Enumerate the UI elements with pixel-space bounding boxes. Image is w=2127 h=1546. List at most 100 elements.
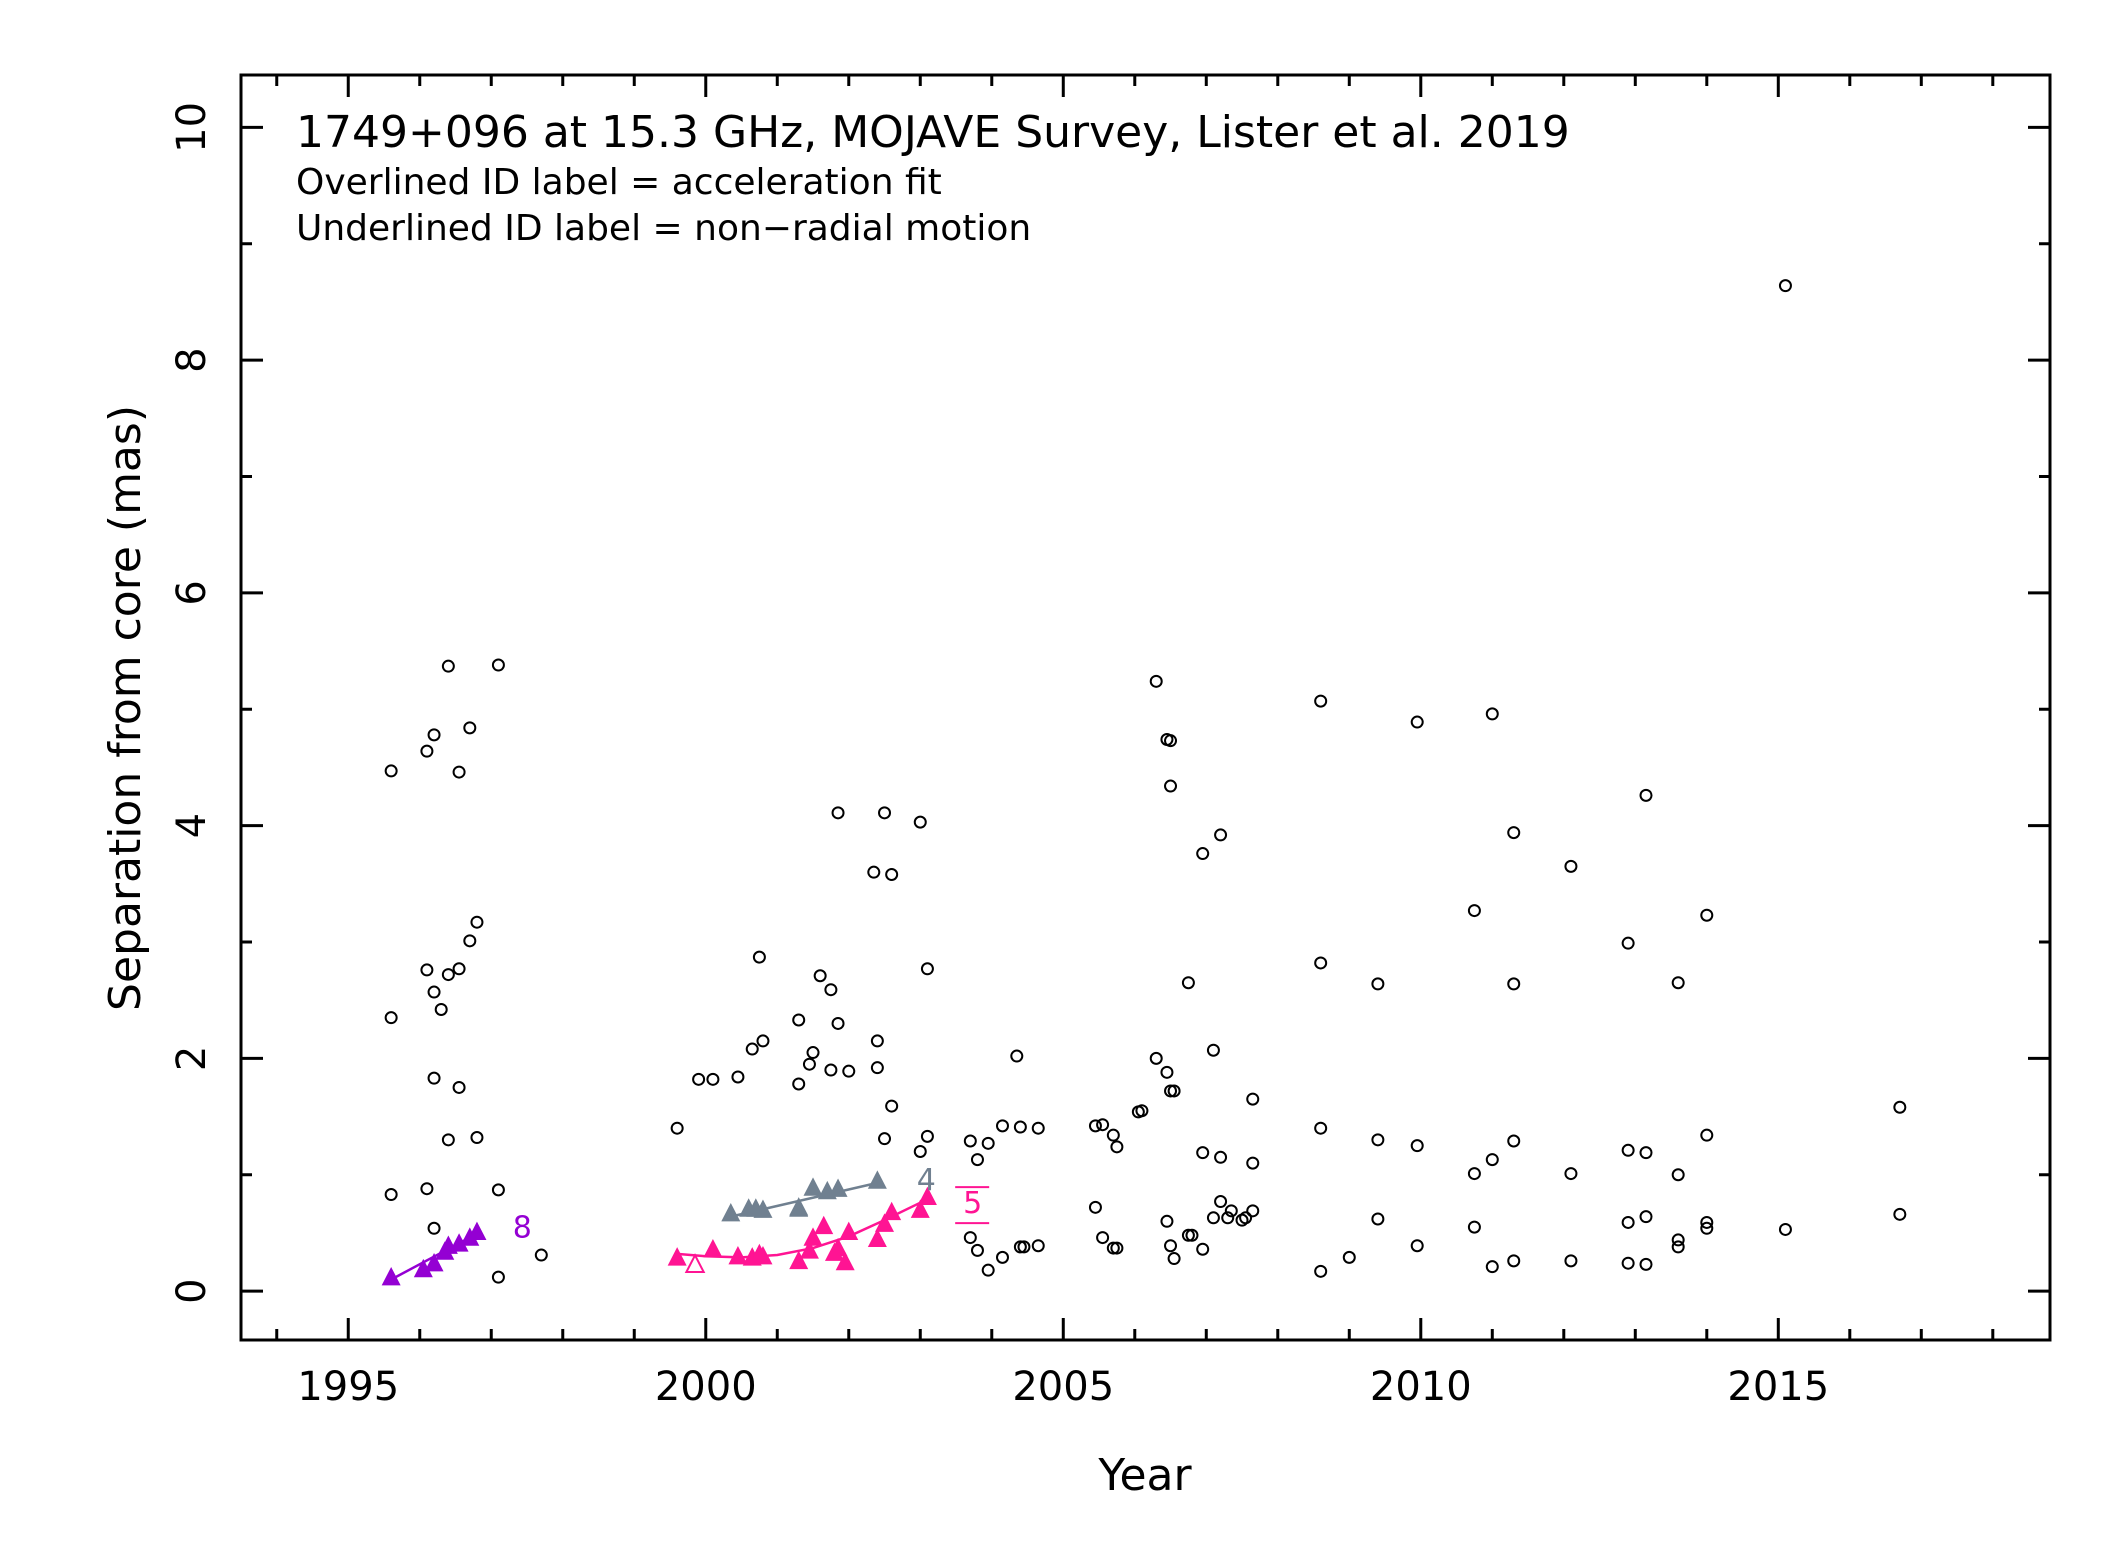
data-point	[434, 1002, 448, 1016]
data-point	[1246, 1092, 1260, 1106]
data-point	[970, 1243, 984, 1257]
data-point	[824, 983, 838, 997]
data-point	[420, 963, 434, 977]
data-point	[1507, 826, 1521, 840]
data-point	[1214, 1150, 1228, 1164]
data-point	[1167, 1252, 1181, 1266]
data-point	[1314, 1264, 1328, 1278]
data-point	[1778, 279, 1792, 293]
data-point	[1371, 1133, 1385, 1147]
data-point	[1671, 1168, 1685, 1182]
component-5-point	[917, 1186, 937, 1206]
data-point	[670, 1121, 684, 1135]
data-point	[1106, 1241, 1120, 1255]
data-point	[463, 721, 477, 735]
data-point	[1467, 1220, 1481, 1234]
data-point	[1214, 828, 1228, 842]
data-point	[1149, 1051, 1163, 1065]
data-point	[1031, 1239, 1045, 1253]
y-axis-label: Separation from core (mas)	[100, 405, 151, 1011]
data-point	[1485, 1260, 1499, 1274]
component-4-point	[828, 1178, 848, 1197]
data-point	[384, 764, 398, 778]
data-point	[1700, 1221, 1714, 1235]
x-tick-label: 2015	[1727, 1364, 1829, 1410]
data-point	[427, 1221, 441, 1235]
data-point	[384, 1188, 398, 1202]
data-point	[867, 865, 881, 879]
component-5-point	[814, 1215, 834, 1235]
data-point	[970, 1153, 984, 1167]
y-tick-label: 10	[169, 102, 215, 153]
data-point	[1164, 779, 1178, 793]
data-point	[1639, 1210, 1653, 1224]
data-point	[1314, 956, 1328, 970]
data-point	[1196, 1146, 1210, 1160]
data-points	[381, 279, 1907, 1286]
data-point	[1507, 1254, 1521, 1268]
data-point	[1196, 1242, 1210, 1256]
data-point	[706, 1072, 720, 1086]
y-tick-label: 6	[169, 580, 215, 605]
data-point	[1206, 1211, 1220, 1225]
data-point	[1149, 674, 1163, 688]
component-8-point	[467, 1221, 487, 1240]
component-5-point	[728, 1246, 748, 1265]
data-point	[824, 1063, 838, 1077]
data-point	[878, 806, 892, 820]
data-point	[885, 867, 899, 881]
note-acceleration: Overlined ID label = acceleration fit	[296, 162, 942, 203]
data-point	[420, 744, 434, 758]
data-point	[1185, 1228, 1199, 1242]
data-point	[441, 1133, 455, 1147]
x-tick-label: 1995	[297, 1364, 399, 1410]
component-5-point	[875, 1213, 895, 1232]
data-point	[756, 1034, 770, 1048]
data-point	[1639, 788, 1653, 802]
data-point	[1013, 1120, 1027, 1134]
data-point	[1671, 976, 1685, 990]
data-point	[1621, 1215, 1635, 1229]
data-point	[441, 659, 455, 673]
data-point	[752, 950, 766, 964]
data-point	[831, 1016, 845, 1030]
data-point	[1164, 734, 1178, 748]
data-point	[1088, 1119, 1102, 1133]
data-point	[452, 962, 466, 976]
data-point	[1507, 1134, 1521, 1148]
chart-title: 1749+096 at 15.3 GHz, MOJAVE Survey, Lis…	[296, 107, 1570, 158]
component-4-point	[803, 1177, 823, 1196]
data-point	[452, 765, 466, 779]
data-point	[491, 1183, 505, 1197]
data-point	[1507, 977, 1521, 991]
data-point	[1893, 1100, 1907, 1114]
x-tick-label: 2005	[1012, 1364, 1114, 1410]
data-point	[913, 1144, 927, 1158]
y-tick-label: 0	[169, 1278, 215, 1303]
component-5-point	[835, 1251, 855, 1271]
component-5-point	[703, 1239, 723, 1258]
data-point	[792, 1077, 806, 1091]
data-point	[1088, 1200, 1102, 1214]
x-tick-label: 2010	[1370, 1364, 1472, 1410]
data-point	[1410, 715, 1424, 729]
data-point	[1621, 936, 1635, 950]
data-point	[813, 969, 827, 983]
data-point	[1167, 1084, 1181, 1098]
data-point	[1221, 1211, 1235, 1225]
data-point	[1110, 1140, 1124, 1154]
data-point	[420, 1182, 434, 1196]
data-point	[792, 1013, 806, 1027]
data-point	[920, 1129, 934, 1143]
data-point	[1135, 1104, 1149, 1118]
data-point	[470, 1131, 484, 1145]
data-point	[1467, 1167, 1481, 1181]
data-point	[441, 968, 455, 982]
data-point	[491, 1270, 505, 1284]
component-5-point	[867, 1228, 887, 1247]
y-tick-label: 2	[169, 1046, 215, 1071]
data-point	[1700, 1215, 1714, 1229]
data-point	[452, 1080, 466, 1094]
note-non-radial: Underlined ID label = non−radial motion	[296, 208, 1031, 249]
